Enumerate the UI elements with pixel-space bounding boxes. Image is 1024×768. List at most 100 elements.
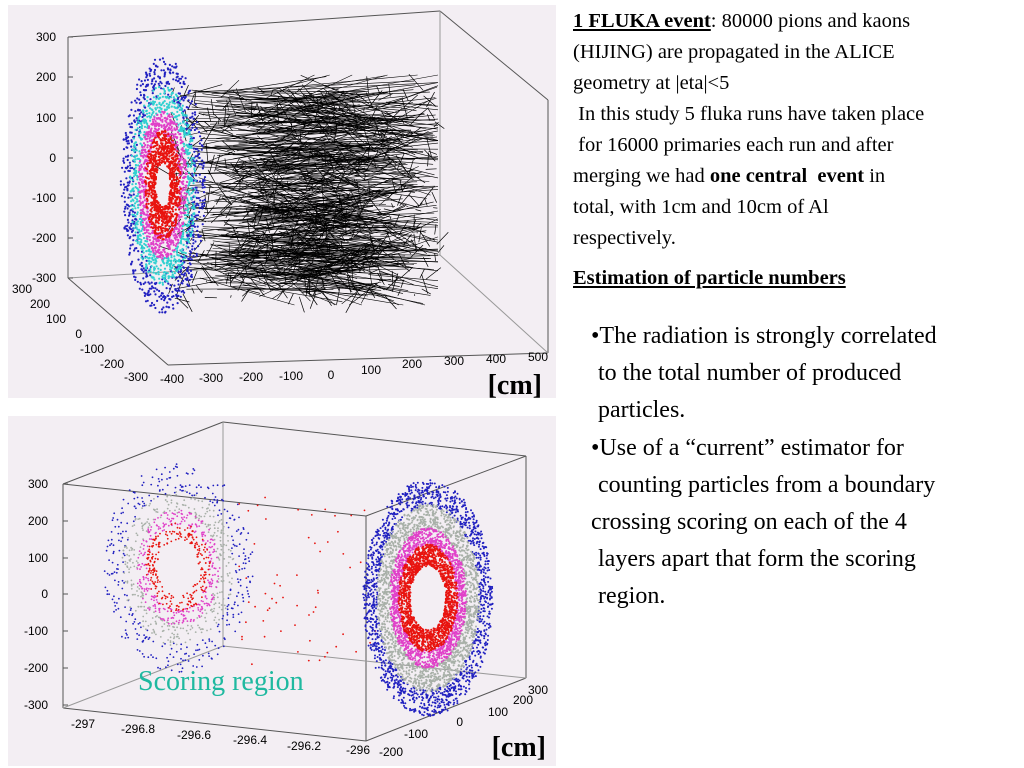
hit-dot (143, 247, 146, 250)
hit-dot (190, 275, 193, 279)
track-line (308, 234, 385, 263)
hit-dot (216, 484, 219, 487)
track-line (214, 154, 221, 172)
hit-dot (165, 287, 168, 290)
hit-dot (215, 621, 218, 624)
hit-dot (146, 206, 149, 209)
hit-dot (149, 134, 152, 137)
hit-dot (130, 108, 133, 111)
hit-dot (209, 527, 212, 530)
hit-dot (148, 245, 151, 248)
hit-dot (195, 252, 198, 255)
hit-dot (154, 216, 157, 219)
hit-dot (136, 97, 139, 100)
hit-dot (139, 263, 142, 266)
track-line (198, 112, 205, 116)
hit-dot (155, 657, 158, 660)
hit-dot (167, 104, 170, 107)
hit-dot (177, 283, 180, 286)
hit-dot (182, 188, 185, 191)
hit-dot (171, 197, 175, 200)
hit-dot (235, 545, 238, 547)
hit-dot (167, 215, 170, 218)
hit-dot (180, 109, 183, 112)
hit-dot (193, 494, 196, 497)
hit-dot (166, 221, 169, 224)
hit-dot (128, 571, 130, 574)
hit-dot (216, 547, 219, 550)
track-line (259, 224, 272, 230)
track-line (323, 91, 328, 100)
hit-dot (131, 229, 134, 232)
hit-dot (124, 560, 127, 563)
hit-dot (170, 499, 173, 502)
hit-dot (217, 530, 219, 532)
track-line (198, 115, 359, 130)
track-line (335, 226, 414, 229)
hit-dot (178, 200, 182, 203)
hit-dot (190, 178, 193, 181)
hit-dot (169, 118, 172, 121)
hit-dot (159, 138, 162, 141)
track-line (249, 248, 260, 267)
hit-dot (160, 132, 163, 135)
track-line (368, 287, 376, 299)
hit-dot (193, 160, 196, 163)
hit-dot (125, 177, 128, 180)
hit-dot (179, 165, 182, 168)
hit-dot (196, 154, 199, 157)
track-line (233, 238, 319, 258)
hit-dot (136, 496, 139, 499)
hit-dot (178, 225, 181, 228)
hit-dot (164, 95, 167, 98)
hit-dot (154, 259, 157, 262)
hit-dot (130, 154, 134, 157)
hit-dot (194, 631, 197, 633)
hit-dot (197, 191, 200, 194)
hit-dot (226, 619, 229, 622)
hit-dot (179, 77, 183, 80)
track-line (364, 146, 376, 151)
hit-dot (160, 235, 163, 238)
hit-dot (129, 235, 132, 238)
hit-dot (106, 589, 109, 592)
hit-dot (127, 536, 130, 539)
hit-dot (240, 532, 243, 534)
hit-dot (186, 239, 190, 242)
hit-dot (186, 153, 189, 156)
track-line (246, 151, 406, 164)
hit-dot (159, 667, 162, 670)
track-line (274, 127, 339, 166)
hit-dot (170, 129, 174, 132)
hit-dot (184, 172, 187, 175)
hit-dot (159, 516, 162, 519)
hit-dot (153, 186, 156, 189)
hit-dot (158, 106, 161, 109)
hit-dot (198, 517, 201, 520)
hit-dot (195, 196, 198, 199)
hit-dot (154, 167, 157, 170)
hit-dot (169, 201, 172, 204)
track-line (324, 121, 333, 131)
hit-dot (136, 280, 139, 283)
hit-dot (150, 275, 153, 278)
hit-dot (179, 233, 182, 236)
hit-dot (136, 120, 139, 123)
hit-dot (156, 143, 159, 146)
track-line (205, 143, 209, 164)
track-line (384, 295, 397, 310)
hit-dot (126, 146, 129, 149)
track-line (278, 284, 288, 299)
hit-dot (144, 85, 147, 88)
hit-dot (163, 146, 166, 149)
hit-dot (180, 85, 183, 89)
track-line (237, 261, 252, 277)
hit-dot (197, 624, 199, 627)
hit-dot (157, 148, 160, 151)
hit-dot (151, 192, 154, 195)
hit-dot (148, 256, 151, 259)
hit-dot (206, 646, 208, 649)
hit-dot (124, 629, 127, 631)
hit-dot (124, 580, 127, 583)
hit-dot (173, 122, 176, 125)
